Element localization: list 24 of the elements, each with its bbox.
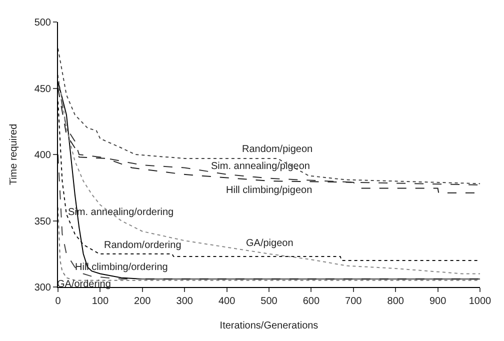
x-tick-label: 0 xyxy=(55,296,62,307)
x-tick-label: 800 xyxy=(387,296,404,307)
y-tick-label: 500 xyxy=(34,18,52,28)
x-tick-label: 200 xyxy=(134,296,152,307)
x-tick-label: 600 xyxy=(302,296,320,307)
annotation: Sim. annealing/pigeon xyxy=(211,161,310,172)
annotation: Random/ordering xyxy=(104,240,182,251)
annotation: Random/pigeon xyxy=(242,144,313,155)
y-tick-label: 300 xyxy=(34,282,52,294)
y-axis-title: Time required xyxy=(8,124,20,186)
x-tick-label: 900 xyxy=(429,296,447,307)
x-tick-label: 500 xyxy=(260,296,278,307)
x-tick-label: 1000 xyxy=(468,296,492,307)
annotation: Hill climbing/pigeon xyxy=(226,185,312,196)
annotation: GA/pigeon xyxy=(246,238,294,249)
y-tick-label: 350 xyxy=(34,216,52,228)
x-tick-label: 700 xyxy=(345,296,362,307)
x-axis-title: Iterations/Generations xyxy=(220,320,318,332)
x-tick-label: 400 xyxy=(218,296,236,307)
x-tick-label: 100 xyxy=(92,296,109,307)
x-tick-label: 300 xyxy=(176,296,194,307)
annotation: Hill climbing/ordering xyxy=(75,262,168,273)
y-tick-label: 450 xyxy=(34,84,52,95)
y-tick-label: 400 xyxy=(34,150,52,161)
